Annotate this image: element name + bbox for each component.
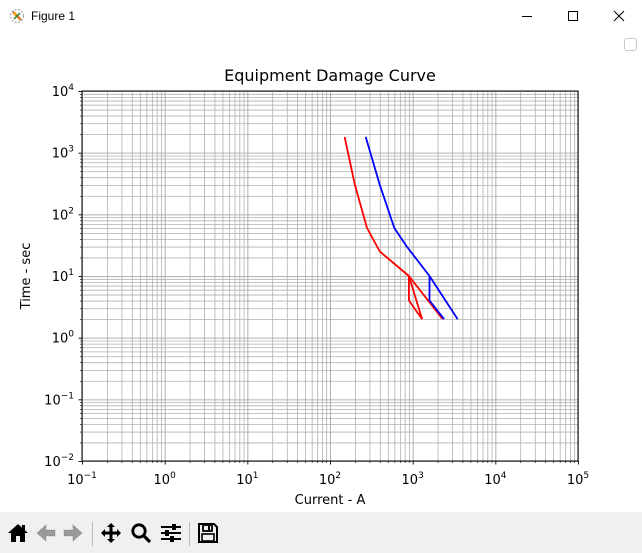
x-tick-label: 104 (484, 471, 507, 488)
y-tick-label: 104 (52, 83, 75, 100)
plot-canvas[interactable]: 10−1 100 101 102 103 104 105 10410310210110010… (0, 0, 642, 512)
zoom-icon (131, 523, 152, 544)
red-damage-curve-branch (407, 276, 423, 320)
x-tick-label: 101 (236, 471, 258, 488)
red-damage-curve (343, 136, 423, 320)
back-arrow-icon (36, 524, 56, 542)
red-damage-curve-extension (408, 275, 444, 320)
y-tick-labels: 104 103 102 101 100 10−1 10−2 (44, 83, 74, 470)
pan-button[interactable] (99, 521, 123, 545)
y-tick-label: 101 (52, 268, 74, 285)
maximize-icon (568, 11, 578, 21)
toolbar-separator (92, 522, 93, 546)
home-button[interactable] (6, 521, 30, 545)
x-tick-label: 102 (319, 471, 341, 488)
save-icon (198, 523, 218, 543)
y-tick-label: 10−1 (44, 391, 74, 408)
back-button[interactable] (34, 521, 58, 545)
toolbar-separator (189, 522, 190, 546)
y-tick-label: 10−2 (44, 453, 74, 470)
home-icon (8, 524, 28, 542)
forward-button[interactable] (61, 521, 85, 545)
y-tick-label: 100 (52, 330, 75, 347)
y-axis-label: Time - sec (19, 243, 34, 311)
axis-ticks (78, 91, 579, 465)
forward-arrow-icon (63, 524, 83, 542)
x-tick-labels: 10−1 100 101 102 103 104 105 (67, 471, 589, 488)
sliders-icon (161, 524, 181, 542)
window-titlebar: Figure 1 (0, 0, 642, 32)
window-title: Figure 1 (31, 9, 76, 23)
pan-icon (101, 523, 121, 543)
x-tick-label: 103 (402, 471, 424, 488)
close-icon (613, 10, 625, 22)
minimize-icon (522, 16, 532, 17)
x-tick-label: 10−1 (67, 471, 97, 488)
close-button[interactable] (596, 0, 642, 32)
minimize-button[interactable] (504, 0, 550, 32)
damage-curves (343, 136, 459, 320)
navigation-toolbar (0, 512, 642, 553)
x-tick-label: 100 (154, 471, 177, 488)
x-axis-label: Current - A (295, 493, 366, 508)
blue-damage-curve (364, 136, 459, 320)
blue-damage-curve-branch (428, 276, 445, 320)
chart-title: Equipment Damage Curve (224, 66, 436, 85)
x-tick-label: 105 (567, 471, 589, 488)
maximize-button[interactable] (550, 0, 596, 32)
y-tick-label: 102 (52, 206, 74, 223)
figure-checkbox[interactable] (624, 38, 637, 51)
axes-frame (81, 90, 579, 462)
zoom-button[interactable] (129, 521, 153, 545)
matplotlib-icon (10, 9, 24, 23)
configure-subplots-button[interactable] (159, 521, 183, 545)
grid-lines (82, 91, 579, 462)
y-tick-label: 103 (52, 145, 74, 162)
save-button[interactable] (196, 521, 220, 545)
